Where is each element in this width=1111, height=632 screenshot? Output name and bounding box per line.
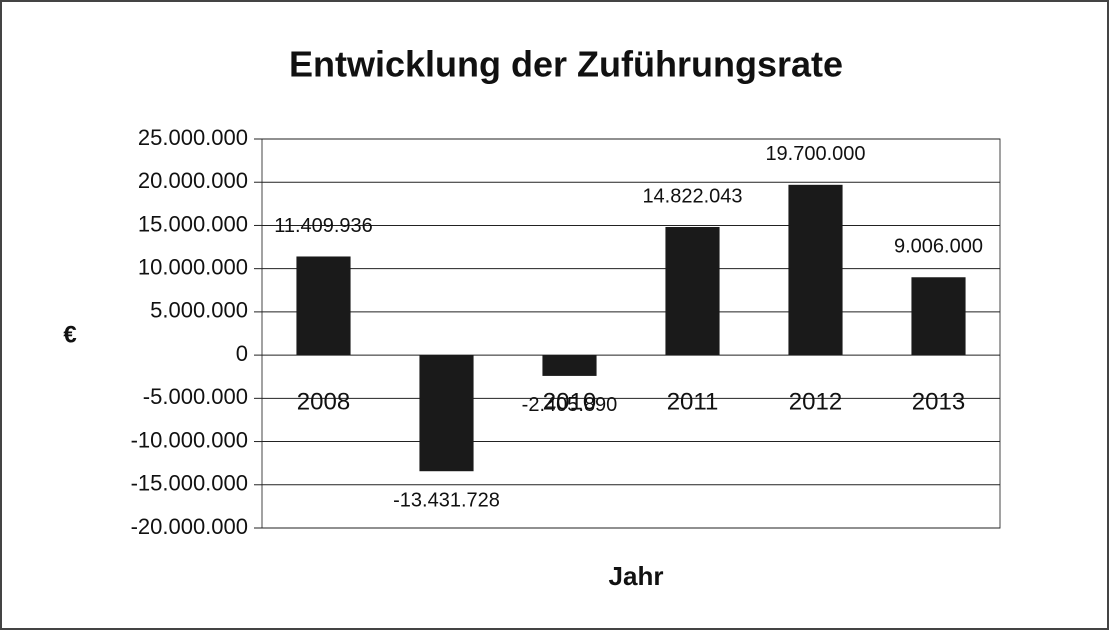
y-tick-label: 5.000.000: [150, 298, 248, 323]
data-label: -13.431.728: [393, 490, 500, 512]
y-tick-label: -5.000.000: [143, 384, 248, 409]
x-tick-label: 2008: [297, 389, 350, 416]
data-label: 19.700.000: [765, 143, 865, 165]
bar: [911, 277, 966, 356]
y-tick-label: 25.000.000: [138, 125, 248, 150]
bar: [665, 226, 720, 356]
bar: [788, 184, 843, 356]
x-axis-label: Jahr: [609, 561, 664, 591]
y-tick-label: 20.000.000: [138, 168, 248, 193]
x-tick-label: 2013: [912, 389, 965, 416]
y-tick-label: 10.000.000: [138, 254, 248, 279]
y-tick-label: -10.000.000: [131, 427, 248, 452]
x-tick-label: 2010: [543, 389, 596, 416]
y-tick-label: 15.000.000: [138, 211, 248, 236]
y-tick-label: 0: [236, 341, 248, 366]
bar: [296, 256, 351, 356]
chart-title: Entwicklung der Zuführungsrate: [289, 44, 843, 85]
data-label: -2.405.890: [522, 394, 618, 416]
y-tick-label: -20.000.000: [131, 514, 248, 539]
data-label: 9.006.000: [894, 236, 983, 258]
data-label: 11.409.936: [274, 215, 373, 237]
y-tick-label: -15.000.000: [131, 471, 248, 496]
bar: [542, 355, 597, 376]
x-tick-label: 2012: [789, 389, 842, 416]
bar: [419, 355, 474, 472]
x-tick-label: 2011: [667, 389, 719, 416]
y-axis-label: €: [63, 321, 76, 348]
data-label: 14.822.043: [642, 185, 742, 207]
